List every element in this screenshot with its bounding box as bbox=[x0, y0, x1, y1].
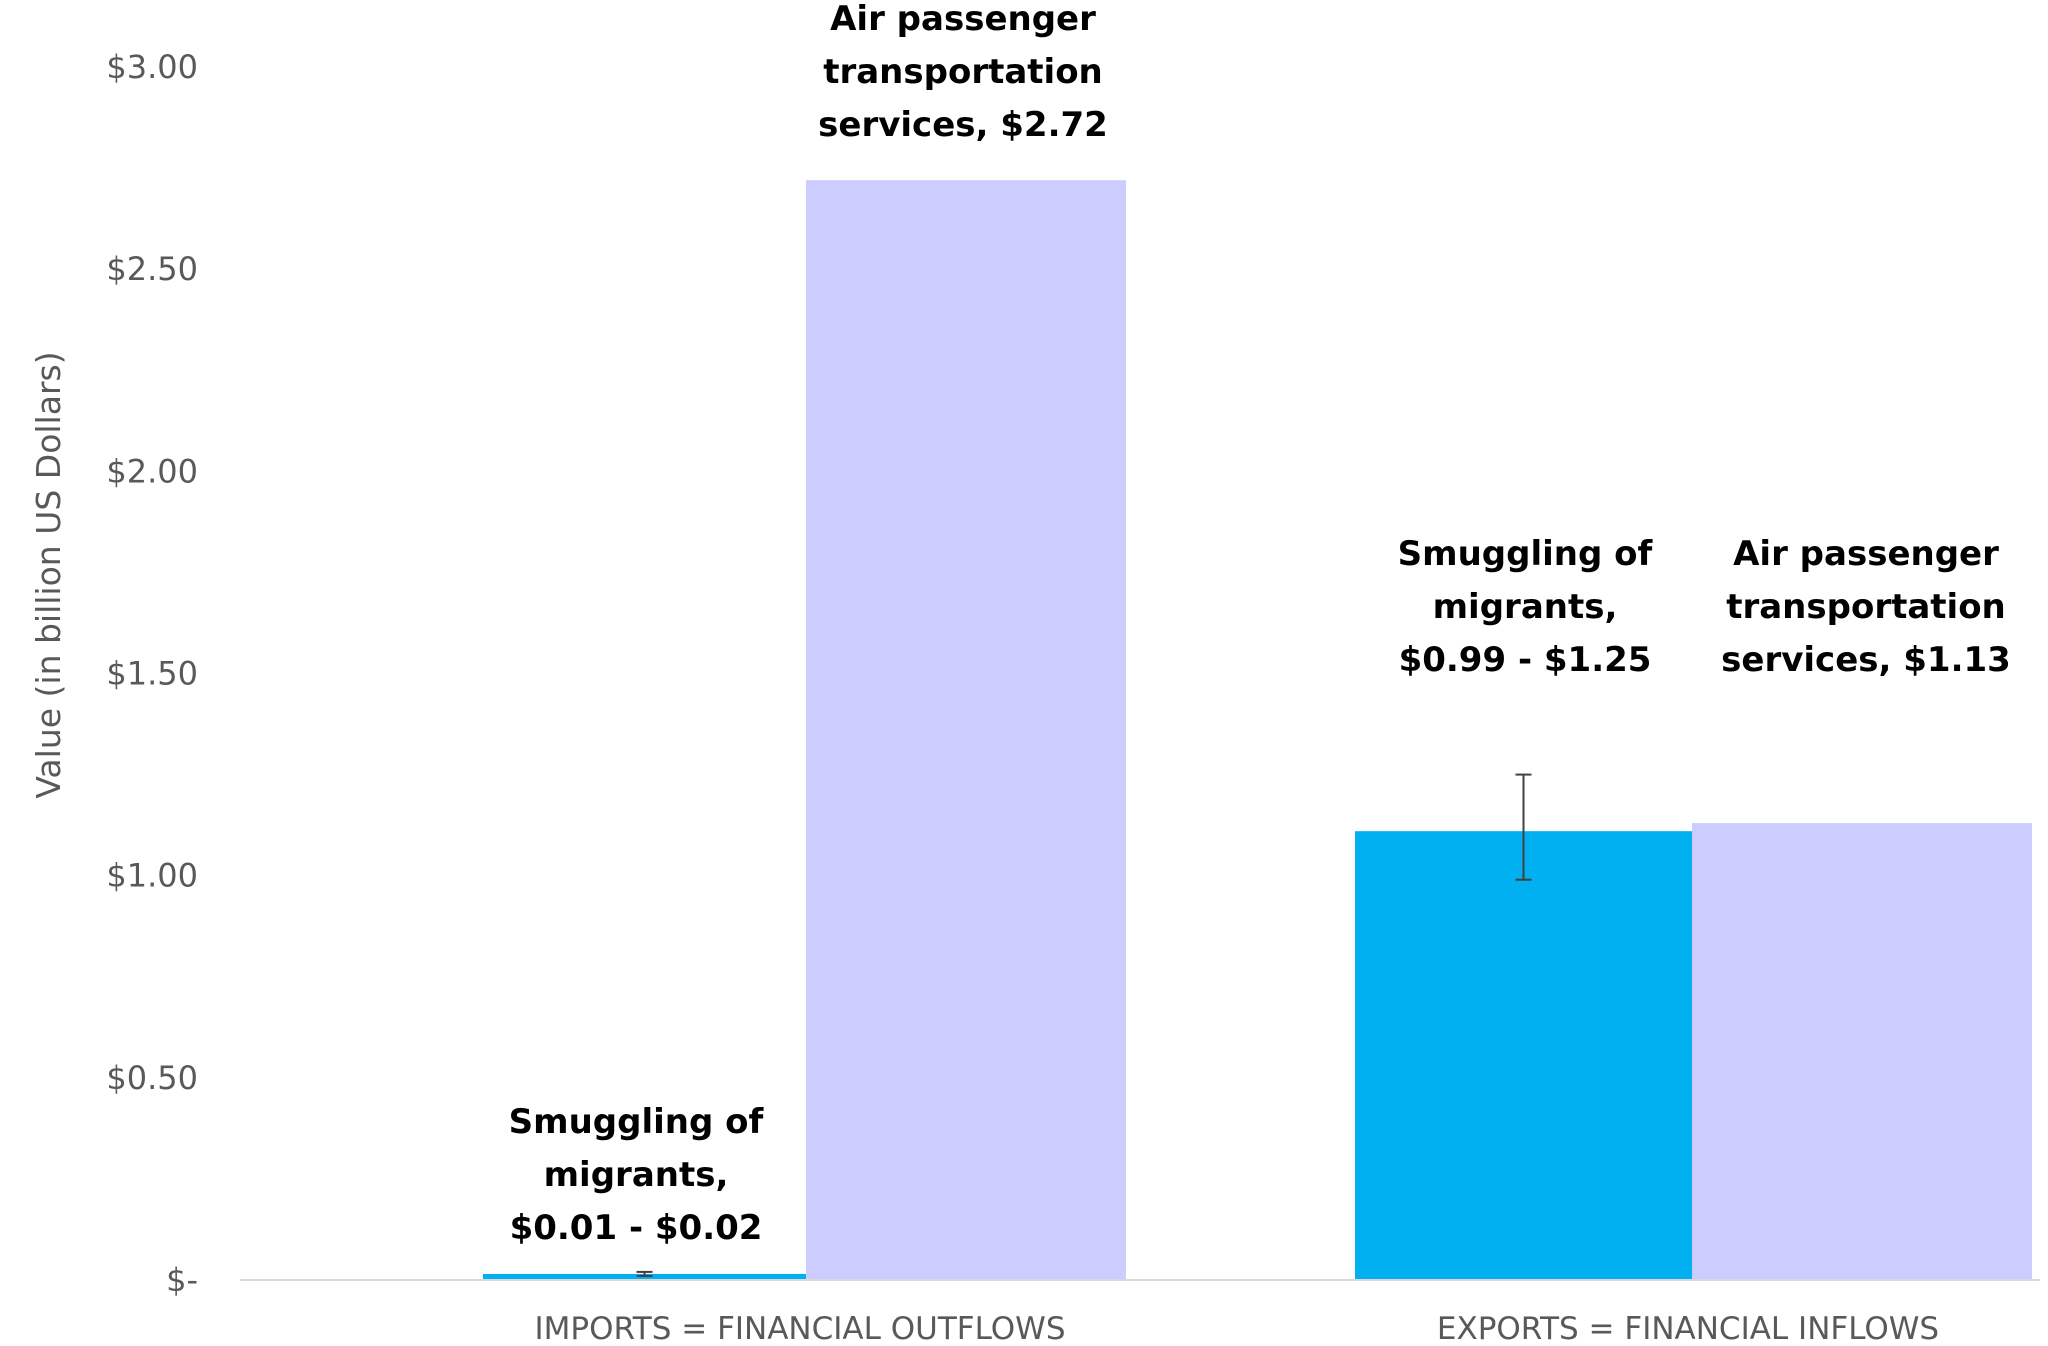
y-tick-label: $1.50 bbox=[106, 655, 198, 693]
y-tick-label: $2.50 bbox=[106, 250, 198, 288]
x-category-label: EXPORTS = FINANCIAL INFLOWS bbox=[1437, 1311, 1939, 1346]
data-label-line: migrants, bbox=[544, 1155, 729, 1195]
smuggling-bar-exports bbox=[1355, 831, 1692, 1280]
air-bar-imports bbox=[806, 180, 1126, 1280]
data-label-line: $0.01 - $0.02 bbox=[510, 1208, 763, 1248]
data-label-line: Air passenger bbox=[830, 0, 1096, 39]
air-data-label-exports: Air passenger transportation services, $1.… bbox=[1721, 534, 2011, 680]
data-label-line: migrants, bbox=[1433, 587, 1618, 627]
smuggling-error-bar-exports bbox=[1515, 773, 1532, 881]
smuggling-data-label-exports: Smuggling of migrants, $0.99 - $1.25 bbox=[1398, 534, 1654, 680]
y-tick-label: $1.00 bbox=[106, 857, 198, 895]
data-label-line: transportation bbox=[1726, 587, 2006, 627]
smuggling-data-label-imports: Smuggling of migrants, $0.01 - $0.02 bbox=[509, 1102, 765, 1248]
air-data-label-imports: Air passenger transportation services, $2.… bbox=[818, 0, 1108, 145]
air-bar-exports bbox=[1692, 823, 2032, 1280]
data-label-line: services, $1.13 bbox=[1721, 640, 2011, 680]
y-tick-label: $3.00 bbox=[106, 48, 198, 86]
y-tick-label: $- bbox=[166, 1261, 198, 1299]
data-label-line: $0.99 - $1.25 bbox=[1399, 640, 1652, 680]
data-label-line: Air passenger bbox=[1733, 534, 1999, 574]
data-label-line: Smuggling of bbox=[509, 1102, 765, 1142]
smuggling-error-bar-imports bbox=[636, 1270, 653, 1277]
y-tick-label: $0.50 bbox=[106, 1059, 198, 1097]
data-label-line: Smuggling of bbox=[1398, 534, 1654, 574]
y-tick-label: $2.00 bbox=[106, 452, 198, 490]
y-axis-title: Value (in billion US Dollars) bbox=[29, 351, 68, 798]
y-axis-title-group: Value (in billion US Dollars) bbox=[29, 351, 68, 798]
data-label-line: transportation bbox=[823, 52, 1103, 92]
data-label-line: services, $2.72 bbox=[818, 105, 1108, 145]
x-category-label: IMPORTS = FINANCIAL OUTFLOWS bbox=[535, 1311, 1066, 1346]
smuggling-bar-imports bbox=[483, 1273, 806, 1280]
